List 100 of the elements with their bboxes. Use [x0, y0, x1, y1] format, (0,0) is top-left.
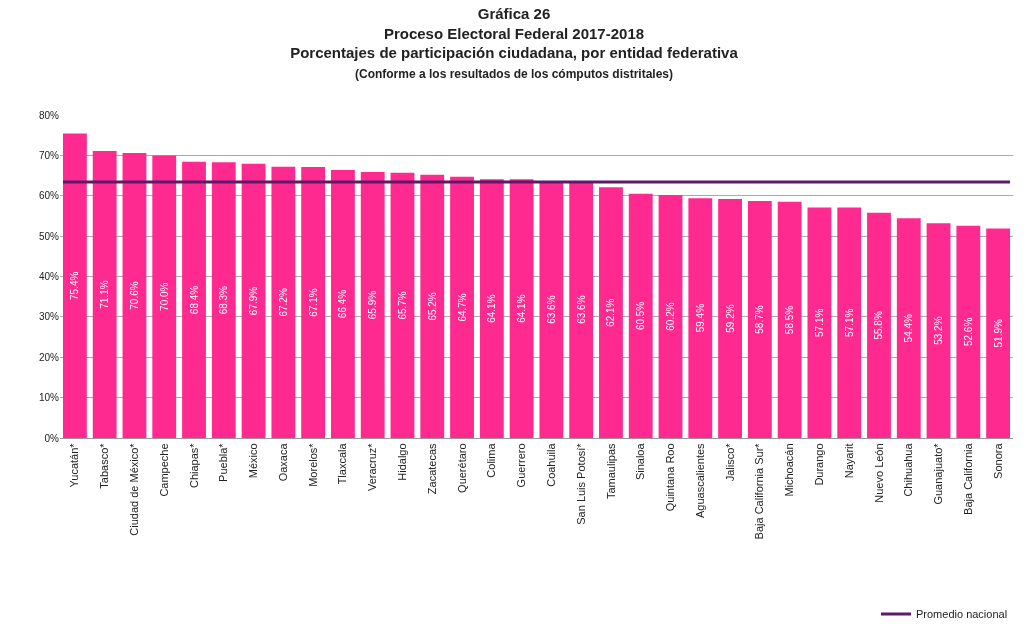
bar [301, 167, 326, 438]
data-label: 65.9% [367, 290, 379, 320]
bar [211, 162, 236, 438]
bar [926, 223, 951, 438]
data-label: 70.6% [128, 281, 140, 310]
y-tick-label: 80% [38, 109, 60, 121]
data-label: 62.1% [605, 298, 617, 327]
x-tick-label: Baja California Sur* [753, 442, 766, 540]
data-label: 65.2% [426, 292, 438, 321]
bar [62, 133, 87, 438]
bar [747, 201, 772, 438]
data-label: 68.3% [218, 285, 230, 315]
x-tick-label: Colima [485, 442, 498, 478]
y-tick-label: 0% [44, 432, 60, 444]
x-tick-label: Nuevo León [872, 443, 885, 503]
data-label: 75.4% [69, 271, 81, 301]
data-label: 60.2% [665, 302, 677, 331]
bar [569, 181, 594, 438]
data-label: 52.6% [962, 317, 974, 347]
bar [867, 212, 891, 438]
bar [420, 174, 445, 438]
data-label: 63.6% [575, 295, 587, 324]
bar [599, 187, 623, 438]
x-tick-label: Oaxaca [276, 442, 289, 482]
x-tick-label: Chihuahua [902, 442, 915, 497]
bar [658, 194, 683, 438]
bar [688, 198, 713, 438]
x-tick-label: Yucatán* [68, 442, 81, 488]
x-tick-label: Quintana Roo [664, 443, 677, 512]
bar [331, 169, 355, 438]
bar [182, 161, 206, 438]
bar [718, 198, 742, 438]
data-label: 58.7% [754, 305, 766, 334]
legend-label: Promedio nacional [916, 608, 1008, 621]
x-tick-label: Michoacán [783, 443, 796, 497]
bar [271, 166, 296, 438]
data-label: 59.2% [724, 304, 736, 333]
bar [479, 179, 504, 438]
x-tick-label: Hidalgo [396, 443, 409, 481]
x-tick-label: Campeche [157, 443, 170, 497]
y-tick-label: 10% [38, 392, 60, 404]
x-tick-label: Querétaro [455, 443, 468, 493]
data-label: 55.8% [873, 311, 885, 340]
y-tick-label: 50% [38, 230, 60, 242]
bar [450, 176, 474, 438]
data-label: 71.1% [99, 280, 111, 309]
bar [956, 225, 981, 438]
bar [628, 193, 653, 438]
bar [360, 171, 385, 438]
bar [390, 172, 415, 438]
data-label: 57.1% [813, 308, 825, 337]
y-tick-label: 70% [38, 149, 60, 161]
y-tick-label: 60% [38, 190, 60, 202]
x-tick-label: Tlaxcala [336, 442, 349, 485]
data-label: 53.2% [933, 316, 945, 345]
data-label: 64.7% [456, 293, 468, 322]
data-label: 67.9% [248, 286, 260, 316]
chart-subtitle: (Conforme a los resultados de los cómputos distritales) [354, 66, 674, 81]
x-tick-label: México [247, 443, 260, 479]
bar [241, 163, 266, 438]
bar [509, 179, 534, 438]
y-tick-label: 30% [38, 311, 60, 323]
x-tick-label: Sinaloa [634, 442, 647, 481]
bar [807, 207, 832, 438]
x-tick-label: Guanajuato* [932, 442, 945, 505]
data-label: 68.4% [188, 285, 200, 315]
x-tick-label: Coahuila [544, 442, 557, 487]
bar [837, 207, 862, 438]
y-tick-label: 20% [38, 351, 60, 363]
x-tick-label: Puebla* [217, 442, 230, 482]
data-label: 67.1% [307, 288, 319, 317]
x-tick-label: Ciudad de México* [128, 442, 141, 536]
data-label: 60.5% [635, 301, 647, 331]
x-tick-label: Guerrero [515, 443, 528, 488]
data-label: 67.2% [277, 288, 289, 317]
x-tick-label: Veracruz* [366, 442, 379, 492]
data-label: 65.7% [396, 291, 408, 320]
x-tick-label: Aguascalientes [693, 442, 706, 519]
data-label: 70.0% [158, 282, 170, 311]
bar [986, 228, 1011, 438]
data-label: 51.9% [992, 318, 1004, 348]
x-tick-label: Sonora [991, 442, 1004, 479]
data-label: 64.1% [516, 294, 528, 323]
data-label: 64.1% [486, 294, 498, 323]
x-tick-label: Baja California [961, 442, 974, 515]
bar [152, 155, 177, 438]
x-tick-label: Zacatecas [425, 442, 438, 495]
data-label: 59.4% [694, 303, 706, 333]
bar [777, 201, 802, 438]
x-tick-label: San Luis Potosí* [574, 442, 587, 525]
chart-title: Gráfica 26 Proceso Electoral Federal 2017-2018 Porcentajes de participación ciudadana, por entidad federativa [290, 5, 739, 62]
bar [539, 181, 564, 438]
x-tick-label: Chiapas* [187, 442, 200, 489]
x-tick-label: Jalisco* [723, 442, 736, 482]
data-label: 66.4% [337, 289, 349, 319]
data-label: 57.1% [843, 308, 855, 337]
x-tick-label: Tabasco* [98, 442, 111, 489]
x-tick-label: Nayarit [842, 443, 855, 479]
y-tick-label: 40% [38, 271, 60, 282]
bar [896, 218, 921, 438]
